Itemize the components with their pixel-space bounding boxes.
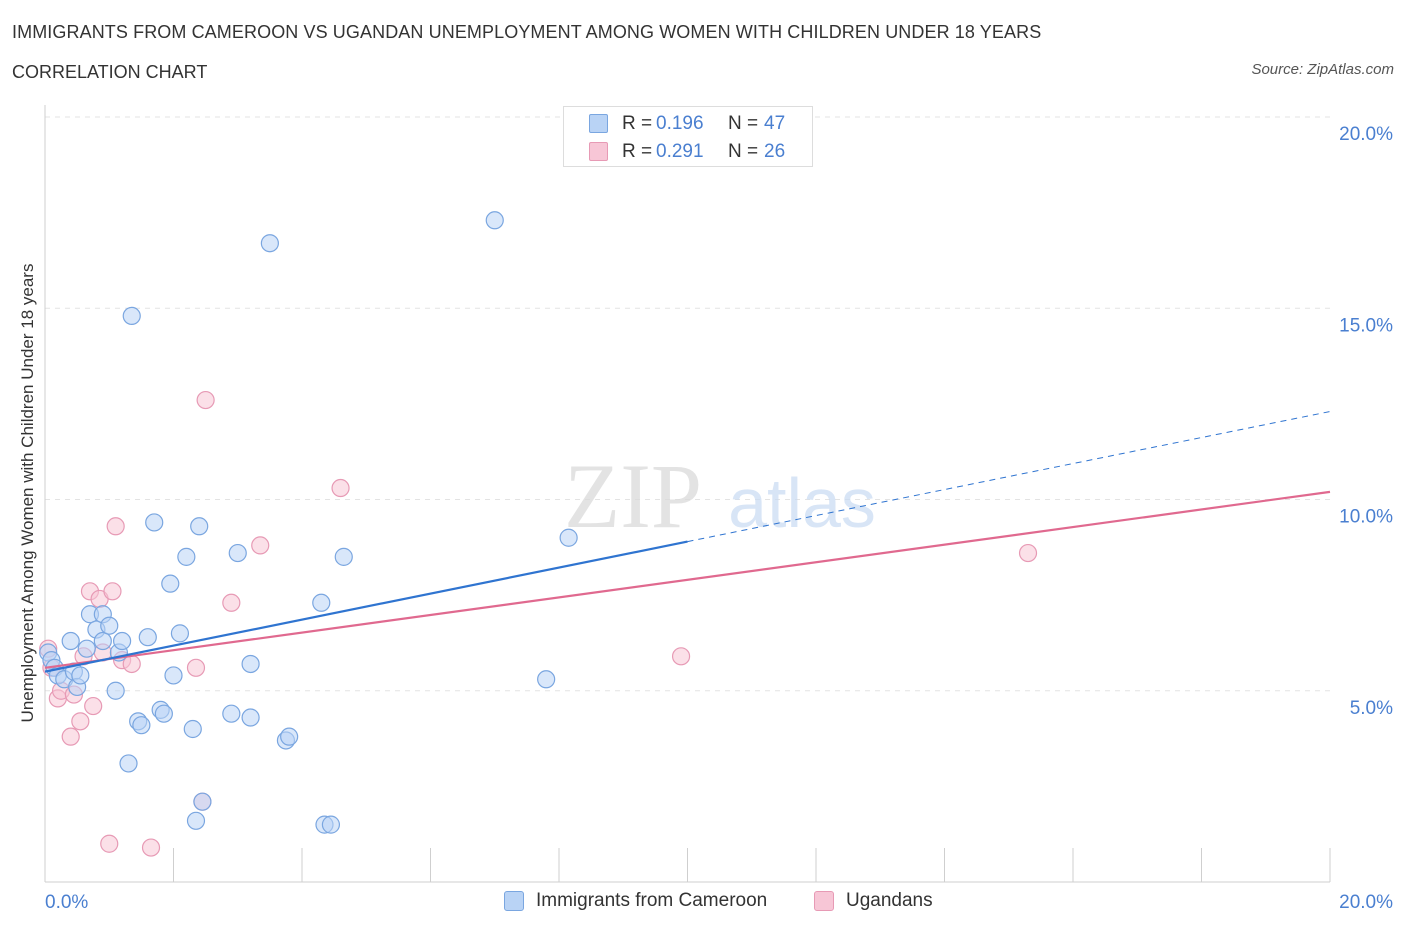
stats-row-ugandans: R = 0.291 N = 26 (564, 138, 814, 166)
trend-line-ugandans (44, 490, 1331, 669)
data-point-cameroon (260, 234, 279, 253)
data-point-ugandans (251, 536, 270, 555)
data-point-cameroon (334, 547, 353, 566)
data-point-cameroon (228, 543, 247, 563)
data-point-cameroon (164, 666, 183, 685)
x-tick-label: 20.0% (1339, 892, 1393, 913)
data-point-cameroon (177, 547, 196, 566)
n-label: N = (728, 141, 759, 162)
y-tick-label: 10.0% (1339, 507, 1393, 528)
data-point-cameroon (61, 631, 80, 651)
stats-legend: R = 0.196 N = 47 R = 0.291 N = 26 (563, 106, 813, 167)
data-point-cameroon (537, 670, 556, 689)
trend-line-cameroon (44, 540, 688, 673)
data-point-ugandans (71, 712, 90, 731)
data-point-cameroon (485, 211, 504, 230)
legend-swatch-blue (589, 114, 608, 133)
y-tick-label: 20.0% (1339, 124, 1393, 145)
data-point-cameroon (132, 716, 151, 735)
y-tick-label: 15.0% (1339, 315, 1393, 336)
r-label: R = (622, 113, 653, 134)
data-point-cameroon (241, 654, 260, 674)
series-ugandans (39, 390, 1038, 857)
data-point-ugandans (84, 696, 103, 716)
data-point-cameroon (161, 574, 180, 593)
data-point-cameroon (183, 719, 202, 739)
n-value: 26 (764, 141, 786, 162)
data-point-cameroon (138, 628, 157, 647)
data-point-cameroon (93, 631, 112, 651)
data-point-cameroon (559, 528, 578, 547)
data-point-ugandans (671, 647, 691, 666)
data-point-cameroon (145, 513, 164, 532)
data-point-ugandans (331, 478, 350, 498)
stats-row-cameroon: R = 0.196 N = 47 (564, 110, 814, 138)
axes (44, 105, 1331, 883)
data-point-cameroon (122, 306, 141, 325)
data-point-cameroon (222, 704, 241, 723)
data-point-cameroon (190, 517, 209, 536)
y-tick-label: 5.0% (1350, 698, 1393, 719)
data-point-ugandans (100, 834, 119, 853)
data-point-ugandans (1018, 543, 1038, 563)
trend-lines (44, 411, 1331, 673)
data-point-cameroon (106, 681, 125, 700)
data-point-ugandans (222, 593, 241, 612)
data-point-ugandans (186, 658, 206, 677)
legend-swatch-blue (504, 891, 524, 911)
tick-labels: 5.0% 10.0% 15.0% 20.0% 0.0% 20.0% (45, 124, 1393, 913)
data-point-cameroon (112, 631, 132, 651)
watermark: ZIP atlas (564, 445, 876, 547)
legend-swatch-pink (589, 142, 608, 161)
data-point-cameroon (154, 704, 173, 723)
legend-swatch-pink (814, 891, 834, 911)
x-tick-label: 0.0% (45, 892, 88, 913)
watermark-zip: ZIP (564, 445, 702, 547)
watermark-atlas: atlas (728, 464, 876, 542)
data-point-ugandans (61, 727, 80, 746)
chart-subtitle: CORRELATION CHART (12, 62, 208, 82)
legend-label: Ugandans (846, 890, 933, 911)
data-point-cameroon (119, 754, 138, 773)
data-point-cameroon (241, 708, 260, 727)
data-point-cameroon (71, 666, 90, 685)
r-value: 0.291 (656, 141, 704, 162)
data-point-cameroon (170, 624, 190, 643)
source-credit: Source: ZipAtlas.com (1251, 61, 1394, 78)
data-point-cameroon (312, 593, 331, 612)
series-cameroon (39, 211, 578, 834)
data-point-ugandans (196, 390, 215, 410)
data-point-cameroon (186, 811, 206, 830)
data-point-cameroon (280, 727, 299, 746)
r-label: R = (622, 141, 653, 162)
data-point-cameroon (193, 792, 212, 811)
data-point-ugandans (141, 838, 161, 857)
chart-title: IMMIGRANTS FROM CAMEROON VS UGANDAN UNEM… (12, 22, 1042, 42)
data-point-cameroon (100, 616, 119, 635)
n-label: N = (728, 113, 759, 134)
data-point-cameroon (321, 815, 341, 834)
data-point-ugandans (106, 517, 125, 536)
n-value: 47 (764, 113, 786, 134)
r-value: 0.196 (656, 113, 704, 134)
series-legend: Immigrants from Cameroon Ugandans (0, 888, 1406, 918)
data-point-cameroon (77, 639, 96, 658)
legend-label: Immigrants from Cameroon (536, 890, 768, 911)
data-point-ugandans (103, 582, 122, 601)
